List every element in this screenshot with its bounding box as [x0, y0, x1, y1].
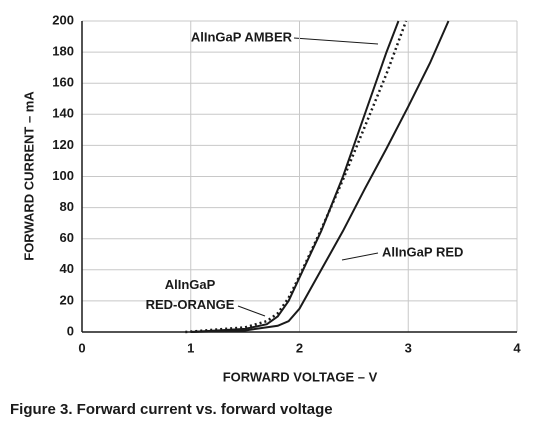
x-axis-label: FORWARD VOLTAGE – V: [223, 369, 378, 384]
caption: Figure 3. Forward current vs. forward vo…: [10, 401, 333, 418]
series-line: [190, 20, 400, 333]
y-tick-label: 200: [52, 12, 74, 27]
leader-line: [293, 37, 379, 45]
y-tick-label: 0: [67, 323, 74, 338]
y-tick-label: 20: [60, 292, 74, 307]
y-tick-label: 60: [60, 230, 74, 245]
x-tick-label: 2: [296, 340, 303, 355]
y-tick-label: 80: [60, 199, 74, 214]
x-tick-label: 4: [513, 340, 521, 355]
leader-line: [341, 252, 379, 261]
series-label: AlInGaP AMBER: [191, 29, 293, 44]
series-line: [190, 20, 450, 333]
leader-line: [237, 305, 266, 317]
series-label: AlInGaP RED-ORANGE: [146, 277, 235, 312]
x-tick-label: 1: [187, 340, 194, 355]
y-axis-label: FORWARD CURRENT – mA: [21, 91, 36, 261]
y-tick-label: 160: [52, 75, 74, 90]
series-line: [185, 20, 408, 334]
x-tick-label: 3: [405, 340, 412, 355]
x-tick-label: 0: [78, 340, 85, 355]
series-label: AlInGaP RED: [382, 244, 463, 259]
y-tick-label: 140: [52, 106, 74, 121]
y-tick-label: 180: [52, 44, 74, 59]
y-tick-label: 100: [52, 168, 74, 183]
y-tick-label: 120: [52, 137, 74, 152]
y-tick-label: 40: [60, 261, 74, 276]
